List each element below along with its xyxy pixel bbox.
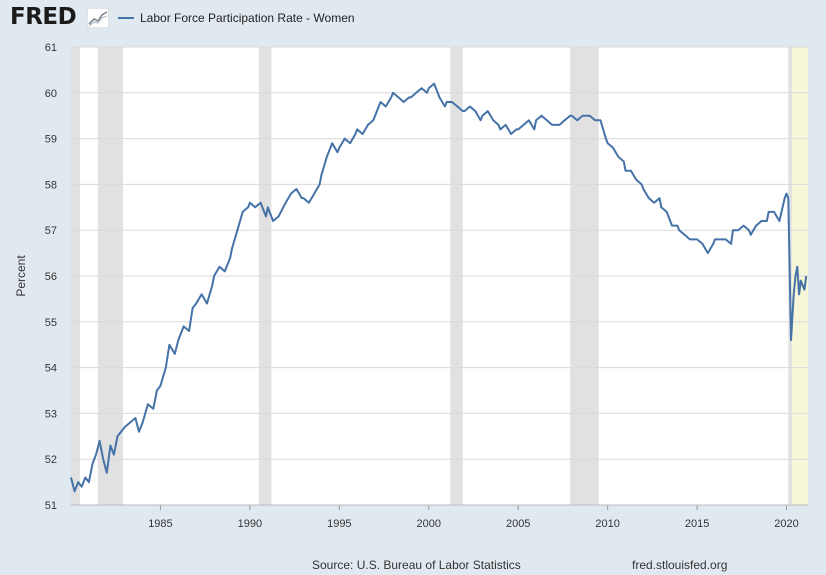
fred-logo[interactable]: FRED [10,4,77,30]
source-note: Source: U.S. Bureau of Labor Statistics [312,558,521,572]
x-tick-label: 2020 [774,518,798,530]
y-tick-label: 60 [45,88,57,100]
series-line [70,82,808,493]
y-tick-label: 53 [45,408,57,420]
legend-swatch [118,17,134,19]
x-tick-label: 2015 [685,518,709,530]
y-tick-label: 61 [45,42,57,54]
x-tick-label: 2005 [506,518,530,530]
chart-legend: Labor Force Participation Rate - Women [118,11,355,25]
y-tick-label: 59 [45,134,57,146]
x-tick-label: 1990 [238,518,262,530]
source-url[interactable]: fred.stlouisfed.org [632,558,728,572]
x-tick-label: 2010 [595,518,619,530]
chart-header: FRED Labor Force Participation Rate - Wo… [0,0,826,40]
y-tick-label: 57 [45,225,57,237]
x-tick-label: 1985 [148,518,172,530]
y-tick-label: 52 [45,454,57,466]
x-tick-label: 1995 [327,518,351,530]
y-tick-label: 51 [45,500,57,512]
y-tick-label: 56 [45,271,57,283]
x-tick-label: 2000 [417,518,441,530]
y-tick-label: 55 [45,317,57,329]
y-tick-label: 54 [45,363,57,375]
y-tick-label: 58 [45,179,57,191]
legend-label: Labor Force Participation Rate - Women [140,11,355,25]
y-axis-label: Percent [14,255,28,297]
line-chart-icon [87,8,109,28]
